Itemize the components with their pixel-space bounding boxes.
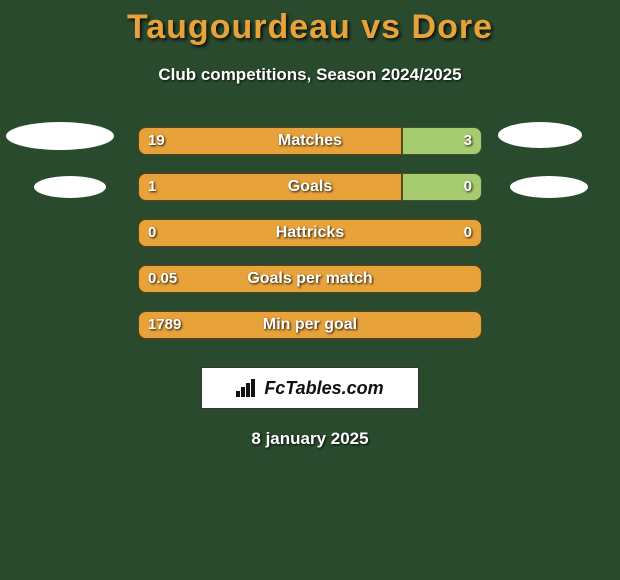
bar-track <box>138 265 482 293</box>
bar-full <box>138 311 482 339</box>
report-date: 8 january 2025 <box>0 429 620 449</box>
player-photo-placeholder <box>34 176 106 198</box>
player-photo-placeholder <box>498 122 582 148</box>
bar-full <box>138 265 482 293</box>
comparison-subtitle: Club competitions, Season 2024/2025 <box>0 65 620 85</box>
stats-chart: Matches193Goals10Hattricks00Goals per ma… <box>0 127 620 357</box>
bar-track <box>138 311 482 339</box>
stat-row: Goals per match0.05 <box>0 265 620 311</box>
bar-full <box>138 219 482 247</box>
bar-left <box>138 173 402 201</box>
bar-right <box>402 173 482 201</box>
bar-track <box>138 173 482 201</box>
bar-right <box>402 127 482 155</box>
comparison-title: Taugourdeau vs Dore <box>0 0 620 47</box>
player-photo-placeholder <box>6 122 114 150</box>
bar-track <box>138 219 482 247</box>
bar-track <box>138 127 482 155</box>
bar-left <box>138 127 402 155</box>
source-logo: FcTables.com <box>201 367 419 409</box>
player-photo-placeholder <box>510 176 588 198</box>
bars-icon <box>236 379 258 397</box>
stat-row: Hattricks00 <box>0 219 620 265</box>
stat-row: Min per goal1789 <box>0 311 620 357</box>
source-logo-text: FcTables.com <box>264 378 383 399</box>
